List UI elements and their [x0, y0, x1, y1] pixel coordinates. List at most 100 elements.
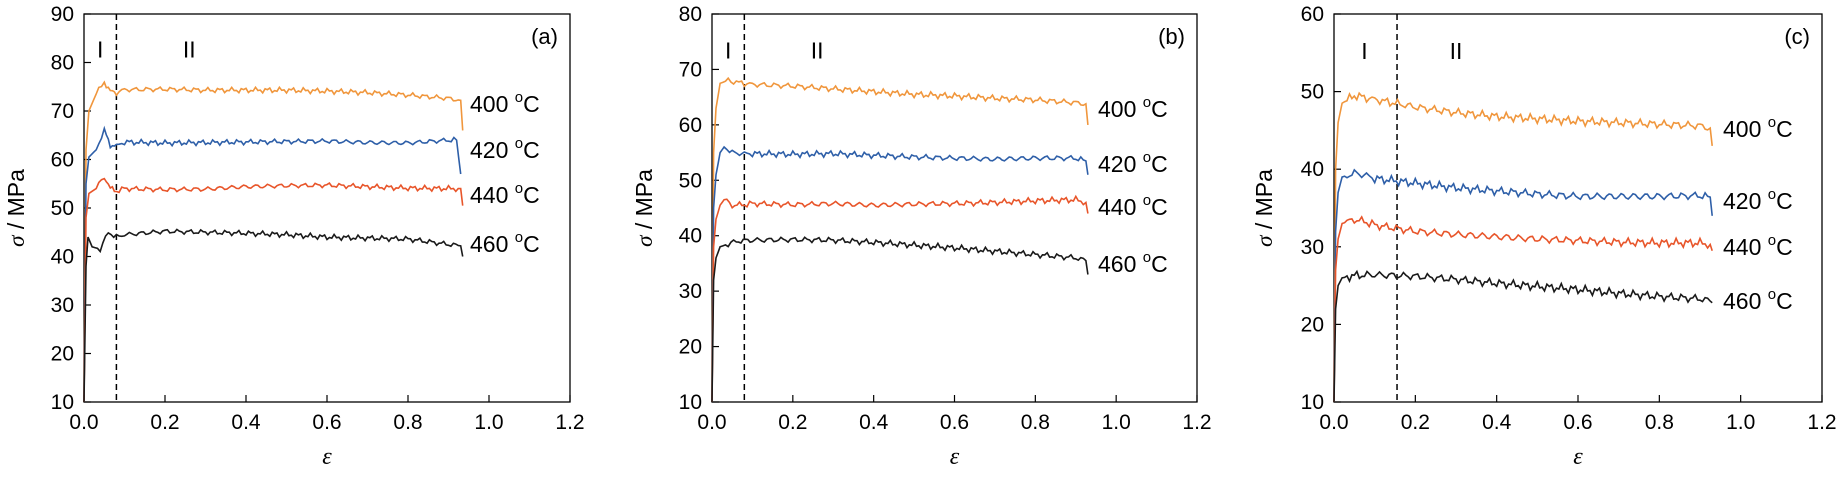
region-label: I	[1361, 38, 1367, 64]
series-label-unit: C	[1151, 194, 1168, 220]
x-tick-label: 0.4	[231, 411, 261, 434]
series-label-unit: C	[1151, 251, 1168, 277]
series-label-value: 420	[1098, 151, 1143, 177]
x-axis-title: ε	[322, 444, 332, 470]
y-tick-label: 20	[51, 343, 74, 366]
y-axis-title: σ / MPa	[3, 169, 29, 247]
series-label-unit: C	[523, 231, 540, 257]
x-tick-label: 1.2	[1182, 411, 1211, 434]
series-label-value: 440	[1098, 194, 1143, 220]
series-line-400	[83, 80, 464, 403]
series-label: 460 oC	[470, 229, 540, 257]
x-axis-title: ε	[950, 444, 960, 470]
y-tick-label: 70	[679, 58, 702, 81]
series-label-value: 460	[1723, 288, 1768, 314]
series-label-unit: C	[523, 137, 540, 163]
series-label-degree: o	[1768, 286, 1776, 303]
series-line-420	[711, 145, 1089, 403]
series-label: 400 oC	[470, 89, 540, 117]
y-tick-label: 30	[1301, 236, 1324, 259]
series-label-degree: o	[515, 135, 523, 152]
x-axis-title: ε	[1573, 444, 1583, 470]
series-label-unit: C	[523, 91, 540, 117]
series-label-degree: o	[515, 89, 523, 106]
y-tick-label: 50	[51, 197, 74, 220]
y-tick-label: 40	[1301, 158, 1324, 181]
series-line-400	[1333, 91, 1713, 403]
x-tick-label: 0.0	[697, 411, 726, 434]
region-label: II	[811, 37, 824, 63]
y-tick-label: 70	[51, 100, 74, 123]
x-tick-label: 0.2	[1401, 411, 1430, 434]
series-label-unit: C	[1776, 234, 1793, 260]
region-label: I	[97, 37, 103, 63]
series-label: 440 oC	[470, 180, 540, 208]
region-label: II	[183, 37, 196, 63]
panel-label: (a)	[531, 24, 558, 49]
series-label: 440 oC	[1098, 192, 1168, 220]
y-tick-label: 60	[1301, 3, 1324, 26]
series-label-degree: o	[515, 229, 523, 246]
y-tick-label: 30	[51, 294, 74, 317]
series-label-degree: o	[1143, 149, 1151, 166]
series-label-value: 400	[1723, 116, 1768, 142]
series-line-420	[83, 125, 462, 403]
chart-panel-c: 0.0 0.2 0.4 0.6 0.8 1.0 1.2 10 20 30 40 50 60 ε σ / MP…	[1251, 3, 1837, 470]
series-label-value: 440	[470, 182, 515, 208]
series-label-value: 460	[1098, 251, 1143, 277]
series-label-unit: C	[1776, 188, 1793, 214]
y-tick-label: 60	[51, 149, 74, 172]
x-tick-label: 0.8	[1021, 411, 1050, 434]
series-label-degree: o	[1768, 232, 1776, 249]
x-tick-label: 0.2	[778, 411, 807, 434]
series-label-value: 440	[1723, 234, 1768, 260]
x-tick-label: 0.0	[69, 411, 98, 434]
series-line-400	[711, 76, 1089, 403]
panel-label: (b)	[1158, 24, 1185, 49]
y-tick-label: 80	[51, 52, 74, 75]
series-label-degree: o	[1768, 114, 1776, 131]
series-label-unit: C	[1776, 116, 1793, 142]
series-label-value: 420	[470, 137, 515, 163]
x-tick-label: 1.0	[474, 411, 503, 434]
series-label-degree: o	[515, 180, 523, 197]
y-axis-title: σ / MPa	[631, 169, 657, 247]
y-tick-label: 20	[679, 336, 702, 359]
series-label-degree: o	[1143, 192, 1151, 209]
series-label: 420 oC	[1723, 186, 1793, 214]
series-line-440	[83, 177, 464, 403]
series-line-440	[1333, 215, 1713, 403]
y-tick-label: 40	[679, 225, 702, 248]
y-tick-label: 30	[679, 280, 702, 303]
x-tick-label: 0.6	[940, 411, 969, 434]
region-label: II	[1450, 38, 1463, 64]
x-tick-label: 0.8	[393, 411, 422, 434]
x-tick-label: 1.0	[1726, 411, 1755, 434]
x-tick-label: 0.6	[1563, 411, 1592, 434]
y-tick-label: 10	[51, 391, 74, 414]
y-tick-label: 10	[679, 391, 702, 414]
chart-panel-a: 0.0 0.2 0.4 0.6 0.8 1.0 1.2 10 20 30 40 50 60 70 80 90 ε…	[3, 3, 585, 470]
y-axis-symbol: σ	[632, 234, 657, 247]
series-line-460	[711, 236, 1089, 403]
x-tick-label: 0.6	[312, 411, 341, 434]
y-tick-label: 90	[51, 3, 74, 26]
series-label-value: 460	[470, 231, 515, 257]
y-tick-label: 50	[679, 169, 702, 192]
series-label-unit: C	[1776, 288, 1793, 314]
region-label: I	[725, 37, 731, 63]
y-axis-unit: / MPa	[1251, 169, 1277, 236]
series-line-420	[1333, 168, 1713, 403]
series-line-460	[1333, 269, 1713, 403]
series-label-degree: o	[1143, 249, 1151, 266]
y-tick-label: 40	[51, 246, 74, 269]
x-tick-label: 0.8	[1645, 411, 1674, 434]
series-label-value: 420	[1723, 188, 1768, 214]
y-tick-label: 10	[1301, 391, 1324, 414]
series-label-value: 400	[470, 91, 515, 117]
y-axis-unit: / MPa	[3, 169, 29, 236]
x-tick-label: 0.2	[150, 411, 179, 434]
series-label-value: 400	[1098, 96, 1143, 122]
